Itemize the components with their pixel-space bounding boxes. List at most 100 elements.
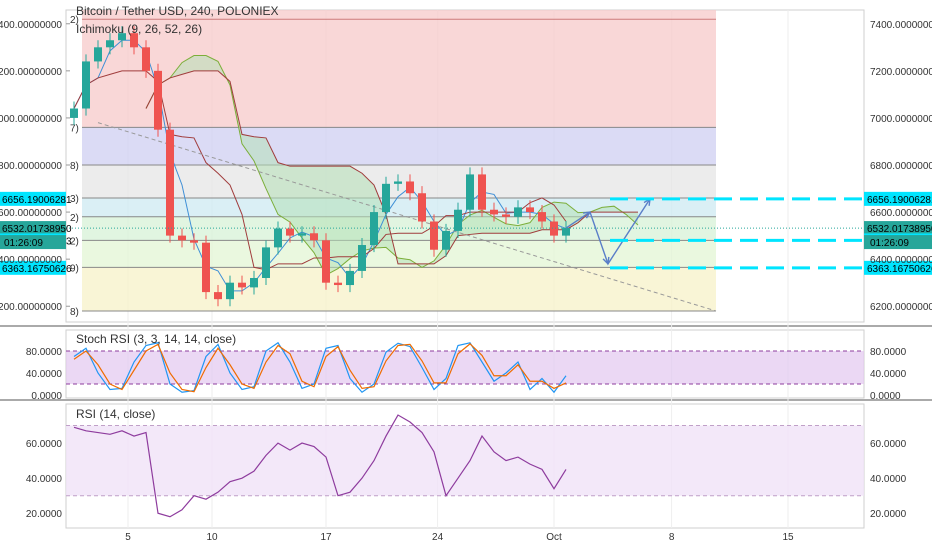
candle[interactable] — [250, 277, 258, 288]
candle[interactable] — [262, 247, 270, 278]
price-tag-left — [0, 191, 66, 206]
candle[interactable] — [82, 61, 90, 109]
price-tag-left-label: 6363.16750626 — [2, 264, 72, 275]
x-tick-label: 8 — [669, 532, 675, 543]
candle[interactable] — [538, 212, 546, 222]
stoch-k-line — [73, 341, 567, 394]
candle[interactable] — [334, 282, 342, 286]
fib-band — [82, 10, 716, 20]
candle[interactable] — [466, 174, 474, 210]
fib-level-label: 2) — [70, 236, 79, 247]
y-tick-label-right: 6200.00000000 — [870, 302, 932, 313]
trendline — [97, 122, 717, 312]
candle[interactable] — [310, 233, 318, 241]
candle[interactable] — [286, 228, 294, 236]
candle[interactable] — [202, 242, 210, 293]
candle[interactable] — [562, 228, 570, 236]
rsi-tick-right: 40.0000 — [870, 474, 907, 485]
candle[interactable] — [142, 47, 150, 71]
y-tick-label-left: 6400.00000000 — [0, 255, 62, 266]
chart-title: Bitcoin / Tether USD, 240, POLONIEX — [76, 4, 279, 18]
candle[interactable] — [178, 235, 186, 241]
stoch-d-line — [73, 343, 567, 393]
stoch-tick-right: 80.0000 — [870, 347, 907, 358]
candle[interactable] — [478, 174, 486, 210]
rsi-line — [73, 414, 567, 518]
price-tag-left — [0, 260, 66, 275]
fib-level-label: 3) — [70, 194, 79, 205]
candle[interactable] — [418, 193, 426, 222]
rsi-tick-right: 60.0000 — [870, 439, 907, 450]
stoch-rsi-legend: Stoch RSI (3, 3, 14, 14, close) — [76, 332, 237, 346]
stoch-tick-left: 0.0000 — [31, 391, 62, 402]
candle[interactable] — [166, 129, 174, 236]
rsi-tick-left: 20.0000 — [26, 509, 63, 520]
fib-level-label: 9) — [70, 263, 79, 274]
candle[interactable] — [514, 207, 522, 217]
candle[interactable] — [406, 181, 414, 194]
candle[interactable] — [442, 230, 450, 250]
candle[interactable] — [526, 207, 534, 213]
fib-band — [82, 267, 716, 311]
candle[interactable] — [94, 47, 102, 62]
y-tick-label-left: 7200.00000000 — [0, 67, 62, 78]
x-tick-label: 5 — [125, 532, 131, 543]
candle[interactable] — [550, 221, 558, 236]
candle[interactable] — [430, 221, 438, 250]
fib-level-label: 8) — [70, 161, 79, 172]
candle[interactable] — [214, 292, 222, 300]
y-tick-label-left: 6200.00000000 — [0, 302, 62, 313]
rsi-legend: RSI (14, close) — [76, 407, 156, 421]
candle[interactable] — [190, 240, 198, 243]
countdown-tag-left — [0, 235, 66, 250]
candle[interactable] — [130, 33, 138, 48]
x-tick-label: 17 — [320, 532, 332, 543]
rsi-tick-right: 20.0000 — [870, 509, 907, 520]
x-tick-label: Oct — [546, 532, 562, 543]
fib-band — [82, 127, 716, 165]
candle[interactable] — [238, 282, 246, 288]
y-tick-label-left: 6600.00000000 — [0, 208, 62, 219]
y-tick-label-right: 6400.00000000 — [870, 255, 932, 266]
candle[interactable] — [70, 108, 78, 118]
y-tick-label-left: 6800.00000000 — [0, 161, 62, 172]
candle[interactable] — [118, 33, 126, 41]
candle[interactable] — [370, 212, 378, 246]
fib-level-label: 2) — [70, 15, 79, 26]
rsi-band — [66, 425, 864, 496]
candle[interactable] — [322, 240, 330, 283]
candle[interactable] — [346, 270, 354, 286]
price-tag-left-label: 6656.19006281 — [2, 195, 72, 206]
rsi-tick-left: 40.0000 — [26, 474, 63, 485]
candle[interactable] — [490, 209, 498, 215]
countdown-tag-right — [864, 235, 932, 250]
stoch-tick-left: 40.0000 — [26, 369, 63, 380]
candle[interactable] — [106, 40, 114, 48]
ichimoku-span-a — [145, 55, 639, 276]
x-tick-label: 24 — [432, 532, 444, 543]
fib-level-label: 2) — [70, 213, 79, 224]
price-tag-right — [864, 260, 932, 275]
fib-level-label: 8) — [70, 307, 79, 318]
candle[interactable] — [358, 245, 366, 271]
stoch-band — [66, 351, 864, 384]
fib-band — [82, 197, 716, 217]
fib-level-label: 7) — [70, 123, 79, 134]
price-tag-right-label: 6363.16750626 — [867, 264, 932, 275]
indicator-legend: Ichimoku (9, 26, 52, 26) — [76, 22, 203, 36]
price-tag-left — [0, 221, 66, 236]
candle[interactable] — [226, 282, 234, 300]
candle[interactable] — [394, 181, 402, 184]
candle[interactable] — [382, 183, 390, 213]
candle[interactable] — [454, 209, 462, 231]
countdown-right-label: 01:26:09 — [870, 238, 909, 249]
candle[interactable] — [154, 70, 162, 130]
projection-arrowhead — [582, 211, 591, 219]
candle[interactable] — [274, 228, 282, 248]
candle[interactable] — [298, 233, 306, 236]
candle[interactable] — [502, 214, 510, 217]
stoch-tick-right: 40.0000 — [870, 369, 907, 380]
price-tag-right-label: 6656.19006281 — [867, 195, 932, 206]
